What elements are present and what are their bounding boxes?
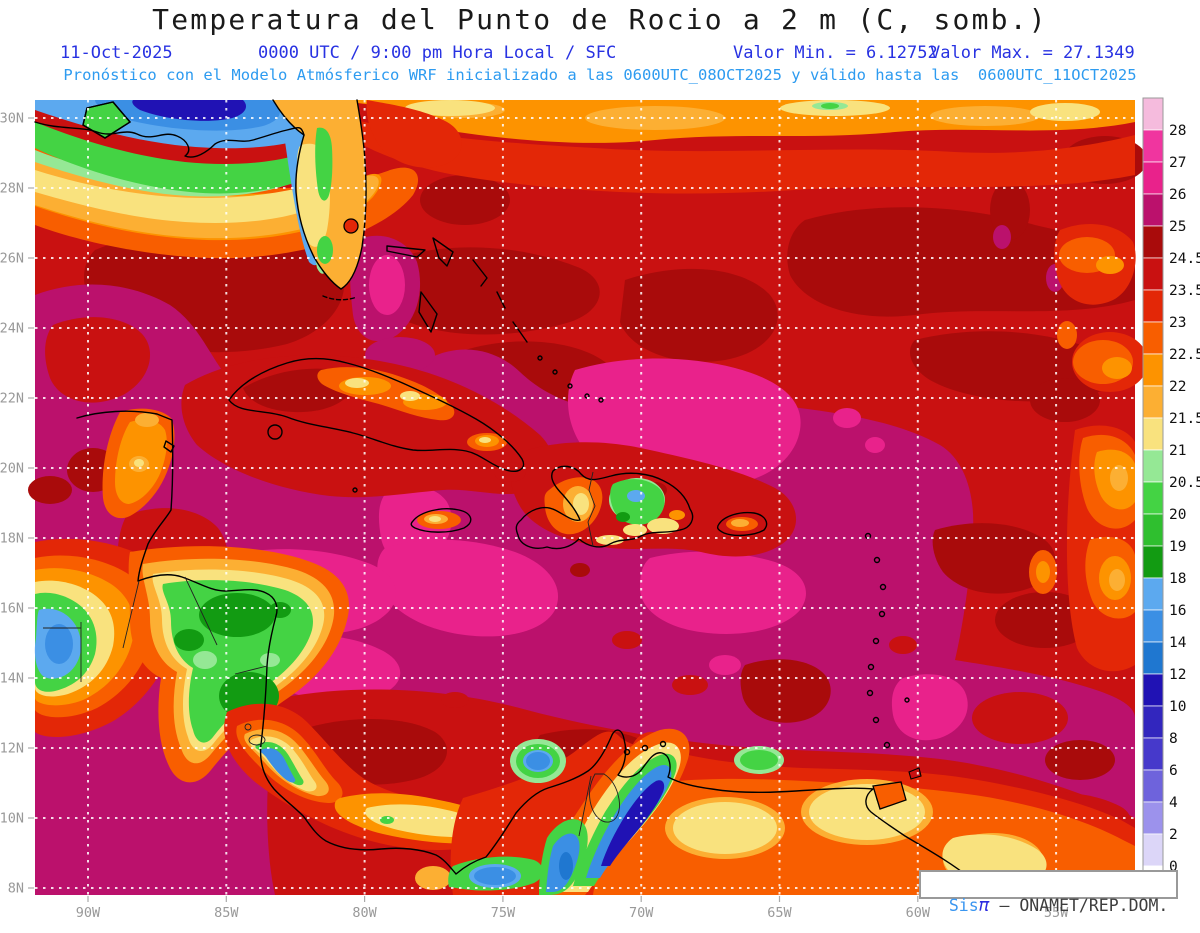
- lake-okeechobee: [343, 218, 359, 234]
- colorbar-tick-label: 28: [1169, 123, 1186, 139]
- lon-tick-label: 55W: [1044, 905, 1069, 921]
- colorbar-segment: [1142, 545, 1164, 579]
- colorbar-segment: [1142, 673, 1164, 707]
- colorbar-tick-label: 6: [1169, 763, 1178, 779]
- colorbar-segment: [1142, 289, 1164, 323]
- lat-tick-label: 24N: [0, 321, 24, 337]
- colorbar-tick-label: 25: [1169, 219, 1186, 235]
- colorbar-tick-label: 4: [1169, 795, 1178, 811]
- colorbar-segment: [1142, 449, 1164, 483]
- colorbar-tick-label: 26: [1169, 187, 1186, 203]
- lat-tick-label: 22N: [0, 391, 24, 407]
- lat-tick-label: 28N: [0, 181, 24, 197]
- colorbar-tick-label: 23.5: [1169, 283, 1200, 299]
- land-contour-fills: [34, 100, 1135, 895]
- colorbar-segment: [1142, 321, 1164, 355]
- colorbar-segment: [1142, 833, 1164, 867]
- dewpoint-contour-field: [28, 99, 1148, 896]
- colorbar-segment: [1142, 705, 1164, 739]
- colorbar-segment: [1142, 225, 1164, 259]
- lat-tick-label: 26N: [0, 251, 24, 267]
- colorbar-segment: [1142, 353, 1164, 387]
- colorbar-segment: [1142, 513, 1164, 547]
- colorbar-segment: [1142, 193, 1164, 227]
- colorbar-tick-label: 19: [1169, 539, 1186, 555]
- coastlines: [34, 99, 992, 896]
- colorbar-tick-label: 27: [1169, 155, 1186, 171]
- colorbar-segment: [1142, 385, 1164, 419]
- lon-tick-label: 65W: [767, 905, 792, 921]
- lat-tick-label: 14N: [0, 671, 24, 687]
- colorbar-tick-label: 0: [1169, 859, 1178, 875]
- lat-tick-label: 30N: [0, 111, 24, 127]
- colorbar-tick-label: 22: [1169, 379, 1186, 395]
- colorbar-tick-label: 22.5: [1169, 347, 1200, 363]
- valid-date: 11-Oct-2025: [60, 43, 173, 63]
- colorbar-segment: [1142, 417, 1164, 451]
- lat-tick-label: 20N: [0, 461, 24, 477]
- lon-tick-label: 90W: [76, 905, 101, 921]
- colorbar-tick-label: 21.5: [1169, 411, 1200, 427]
- lon-tick-label: 75W: [491, 905, 516, 921]
- colorbar-segment: [1142, 577, 1164, 611]
- value-max-label: Valor Max. = 27.1349: [930, 43, 1135, 63]
- lon-tick-label: 70W: [629, 905, 654, 921]
- forecast-subtitle: Pronóstico con el Modelo Atmósferico WRF…: [63, 66, 1137, 84]
- lon-tick-label: 85W: [214, 905, 239, 921]
- lat-tick-label: 10N: [0, 811, 24, 827]
- colorbar-tick-label: 20: [1169, 507, 1186, 523]
- value-min-label: Valor Min. = 6.12752: [733, 43, 938, 63]
- lon-tick-label: 60W: [906, 905, 931, 921]
- contour-east-orange-streaks: [1029, 223, 1148, 672]
- colorbar-tick-label: 21: [1169, 443, 1186, 459]
- colorbar-tick-label: 20.5: [1169, 475, 1200, 491]
- colorbar-tick-label: 12: [1169, 667, 1186, 683]
- lat-tick-label: 18N: [0, 531, 24, 547]
- lat-tick-label: 12N: [0, 741, 24, 757]
- colorbar-tick-label: 23: [1169, 315, 1186, 331]
- weather-map-figure: 30N 28N 26N 24N 22N 20N 18N 16N 14N 12N 10N 8N 90W 85…: [0, 88, 1200, 933]
- colorbar-segment: [1142, 609, 1164, 643]
- colorbar-tick-label: 16: [1169, 603, 1186, 619]
- lon-tick-label: 80W: [352, 905, 377, 921]
- watermark: Sisπ – ONAMET/REP.DOM.: [919, 870, 1179, 916]
- colorbar-segment: [1142, 801, 1164, 835]
- colorbar-segment: [1142, 129, 1164, 163]
- watermark-agency: – ONAMET/REP.DOM.: [989, 896, 1169, 915]
- colorbar-segment: [1142, 737, 1164, 771]
- colorbar-segment: [1142, 161, 1164, 195]
- colorbar-tick-label: 24.5: [1169, 251, 1200, 267]
- colorbar-tick-label: 8: [1169, 731, 1178, 747]
- colorbar-segment: [1142, 641, 1164, 675]
- lat-tick-label: 16N: [0, 601, 24, 617]
- colorbar-tick-label: 10: [1169, 699, 1186, 715]
- lesser-antilles-islands: [864, 532, 910, 749]
- colorbar-tick-label: 14: [1169, 635, 1187, 651]
- colorbar-segment: [1142, 769, 1164, 803]
- colorbar-legend: 2827262524.523.52322.52221.52120.5201918…: [1142, 97, 1200, 899]
- contour-north-band: [315, 100, 1135, 194]
- colorbar-segment: [1142, 97, 1164, 131]
- watermark-brand: Sis: [948, 896, 979, 915]
- colorbar-tick-label: 2: [1169, 827, 1178, 843]
- axis-labels: 30N 28N 26N 24N 22N 20N 18N 16N 14N 12N 10N 8N 90W 85…: [0, 111, 1069, 922]
- page-title: Temperatura del Punto de Rocio a 2 m (C,…: [152, 3, 1048, 36]
- lat-tick-label: 8N: [8, 881, 24, 897]
- colorbar-segment: [1142, 257, 1164, 291]
- subtitle-row: 11-Oct-2025 0000 UTC / 9:00 pm Hora Loca…: [0, 43, 1200, 63]
- colorbar-tick-label: 18: [1169, 571, 1186, 587]
- valid-time: 0000 UTC / 9:00 pm Hora Local / SFC: [258, 43, 617, 63]
- watermark-pi-icon: π: [978, 895, 990, 916]
- colorbar-segment: [1142, 481, 1164, 515]
